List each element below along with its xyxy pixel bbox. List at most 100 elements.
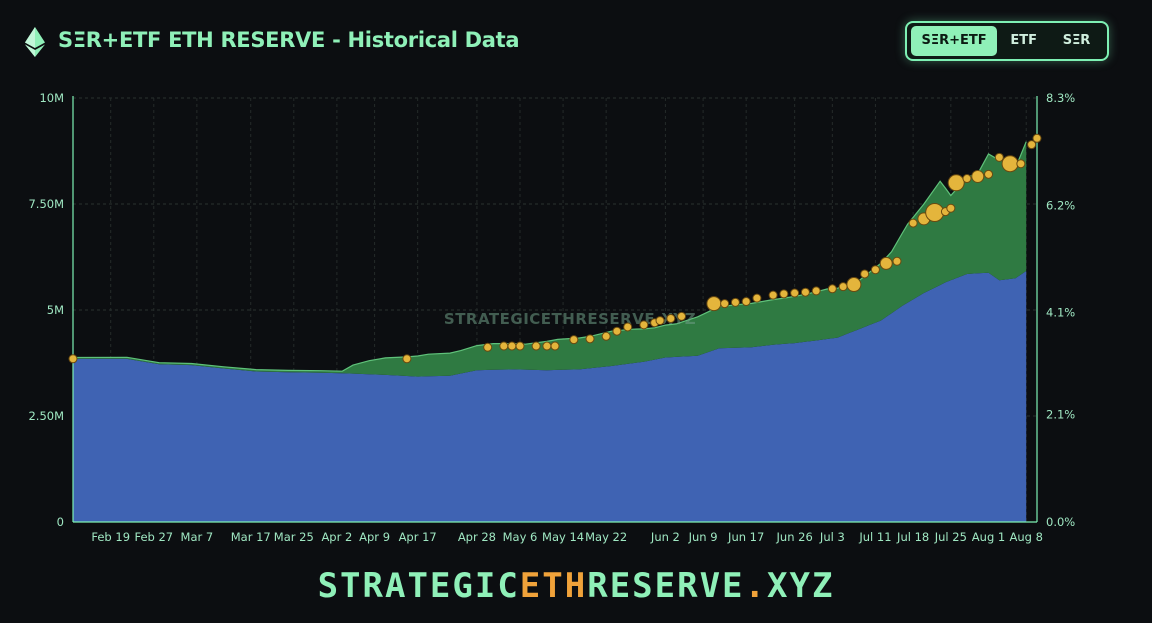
left-axis-ticks: 0 2.50M 5M 7.50M 10M	[28, 91, 64, 529]
purchase-marker	[811, 286, 821, 296]
purchase-marker	[402, 354, 412, 364]
x-tick-label: May 6	[503, 530, 538, 544]
axes	[72, 96, 1038, 523]
purchase-marker	[1032, 133, 1042, 143]
reserve-area-chart: STRATEGICETHRESERVE.XYZ 0 2.50M 5M 7.50M 10M…	[28, 91, 1075, 544]
x-tick-label: Apr 9	[359, 530, 390, 544]
x-tick-label: May 14	[542, 530, 584, 544]
dataset-toggle: SΞR+ETF ETF SΞR	[905, 21, 1109, 61]
right-tick-label: 8.3%	[1046, 91, 1075, 105]
purchase-marker	[908, 218, 918, 228]
purchase-marker	[1001, 155, 1019, 173]
watermark: STRATEGICETHRESERVE.XYZ	[444, 310, 696, 328]
purchase-marker	[752, 293, 762, 303]
toggle-ser-button[interactable]: SΞR	[1062, 33, 1091, 48]
left-tick-label: 5M	[47, 303, 64, 317]
purchase-marker	[601, 331, 611, 341]
purchase-marker	[706, 296, 722, 312]
purchase-marker	[870, 265, 880, 275]
x-tick-label: Jun 26	[776, 530, 813, 544]
purchase-marker	[531, 341, 541, 351]
footer-brand: STRATEGICETHRESERVE.XYZ	[0, 566, 1152, 606]
x-tick-label: Aug 1	[972, 530, 1005, 544]
x-tick-label: Mar 7	[181, 530, 214, 544]
brand-part-dot: .	[744, 566, 767, 606]
purchase-marker	[984, 169, 994, 179]
purchase-marker	[947, 174, 965, 192]
x-tick-label: Apr 17	[399, 530, 437, 544]
purchase-marker	[962, 174, 972, 184]
left-tick-label: 7.50M	[28, 197, 64, 211]
x-tick-label: Mar 25	[274, 530, 314, 544]
brand-part-reserve: RESERVE	[587, 566, 745, 606]
purchase-marker	[994, 152, 1004, 162]
purchase-marker	[677, 311, 687, 321]
brand-part-xyz: XYZ	[767, 566, 835, 606]
purchase-marker	[768, 290, 778, 300]
purchase-marker	[790, 288, 800, 298]
x-tick-label: Jul 18	[896, 530, 929, 544]
purchase-marker	[860, 269, 870, 279]
toggle-ser-etf-button[interactable]: SΞR+ETF	[911, 26, 998, 56]
right-tick-label: 2.1%	[1046, 408, 1075, 422]
x-tick-label: Aug 8	[1010, 530, 1043, 544]
purchase-marker	[499, 341, 509, 351]
ser-area	[73, 141, 1027, 377]
purchase-marker	[585, 334, 595, 344]
purchase-marker	[612, 326, 622, 336]
right-tick-label: 6.2%	[1046, 198, 1075, 212]
x-tick-label: Apr 28	[458, 530, 496, 544]
purchase-marker	[666, 313, 676, 323]
purchase-marker	[569, 335, 579, 345]
purchase-marker	[515, 341, 525, 351]
purchase-marker	[800, 287, 810, 297]
left-tick-label: 10M	[39, 91, 64, 105]
purchase-marker	[1016, 159, 1026, 169]
x-tick-label: Jun 9	[688, 530, 718, 544]
right-tick-label: 0.0%	[1046, 515, 1075, 529]
purchase-marker	[550, 341, 560, 351]
purchase-marker	[507, 341, 517, 351]
x-tick-label: Mar 17	[231, 530, 271, 544]
purchase-marker	[971, 169, 985, 183]
purchase-marker	[542, 341, 552, 351]
purchase-marker	[639, 320, 649, 330]
purchase-marker	[879, 256, 893, 270]
right-tick-label: 4.1%	[1046, 306, 1075, 320]
x-tick-label: Jul 25	[934, 530, 967, 544]
page-title: SΞR+ETF ETH RESERVE - Historical Data	[58, 28, 520, 52]
right-axis-ticks: 0.0% 2.1% 4.1% 6.2% 8.3%	[1046, 91, 1075, 529]
x-tick-label: Jul 3	[819, 530, 845, 544]
x-axis-ticks: Feb 19 Feb 27 Mar 7 Mar 17 Mar 25 Apr 2 Apr 9 A…	[91, 530, 1043, 544]
brand-part-strategic: STRATEGIC	[317, 566, 520, 606]
x-tick-label: Jul 11	[858, 530, 891, 544]
purchase-marker	[720, 299, 730, 309]
ser-top-line	[72, 141, 1027, 372]
x-tick-label: Apr 2	[321, 530, 352, 544]
purchase-marker	[846, 277, 862, 293]
left-tick-label: 0	[57, 515, 64, 529]
purchase-marker	[946, 203, 956, 213]
ethereum-icon	[25, 27, 45, 57]
left-tick-label: 2.50M	[28, 409, 64, 423]
purchase-marker	[741, 297, 751, 307]
header: SΞR+ETF ETH RESERVE - Historical Data SΞ…	[0, 0, 1152, 80]
purchase-marker	[779, 289, 789, 299]
purchase-marker	[827, 284, 837, 294]
etf-area	[73, 271, 1027, 522]
purchase-marker	[483, 342, 493, 352]
purchase-marker	[655, 316, 665, 326]
purchase-marker	[68, 354, 78, 364]
brand-part-eth: ETH	[519, 566, 588, 606]
purchase-marker	[892, 256, 902, 266]
x-tick-label: Jun 17	[727, 530, 764, 544]
toggle-etf-button[interactable]: ETF	[1010, 33, 1037, 48]
purchase-marker	[925, 202, 945, 222]
purchase-marker	[730, 297, 740, 307]
x-tick-label: May 22	[585, 530, 627, 544]
purchase-marker	[623, 322, 633, 332]
purchase-marker	[838, 282, 848, 292]
purchase-markers	[68, 133, 1042, 364]
purchase-marker	[1027, 140, 1037, 150]
x-tick-label: Feb 19	[91, 530, 130, 544]
